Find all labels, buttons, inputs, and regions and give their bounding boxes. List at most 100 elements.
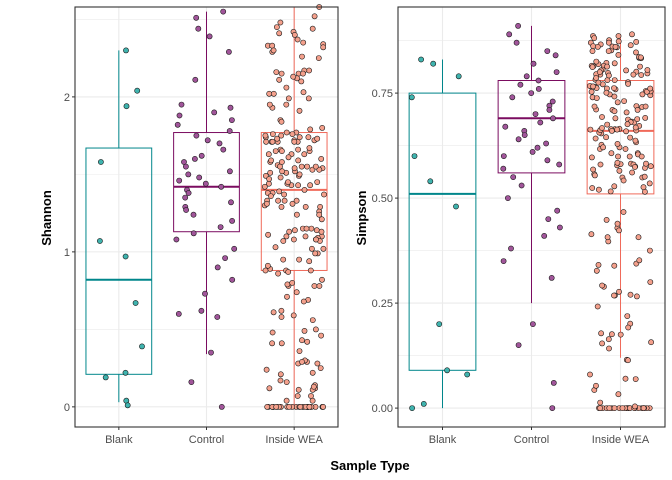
box-inside-wea xyxy=(586,80,655,195)
data-point xyxy=(283,129,290,136)
data-point xyxy=(278,314,285,320)
data-point xyxy=(642,115,649,121)
data-point xyxy=(306,145,313,151)
data-point xyxy=(557,224,563,231)
data-point xyxy=(588,88,595,95)
data-point xyxy=(611,108,618,115)
data-point xyxy=(182,194,189,201)
data-point xyxy=(642,103,649,110)
data-point xyxy=(176,177,183,184)
data-point xyxy=(611,405,618,411)
data-point xyxy=(290,236,297,243)
data-point xyxy=(320,403,326,410)
simpson-panel: 0.00 0.25 0.50 0.75 Blank Control Inside WEA xyxy=(372,6,666,446)
data-point xyxy=(283,101,290,108)
data-point xyxy=(517,81,524,88)
data-point xyxy=(291,32,298,38)
data-point xyxy=(608,150,615,157)
data-point xyxy=(284,293,290,300)
data-point xyxy=(622,375,629,382)
data-point xyxy=(615,33,622,39)
data-point xyxy=(296,256,302,263)
data-point xyxy=(298,78,305,85)
data-point xyxy=(182,163,189,170)
data-point xyxy=(616,288,622,295)
data-point xyxy=(285,269,292,275)
data-point xyxy=(216,140,223,147)
data-point xyxy=(308,245,315,252)
data-point xyxy=(277,19,284,26)
data-point xyxy=(515,136,522,143)
data-point xyxy=(537,119,544,126)
data-point xyxy=(176,112,183,119)
data-point xyxy=(638,153,645,160)
data-point xyxy=(204,137,211,144)
data-point xyxy=(306,67,312,74)
data-point xyxy=(623,128,629,135)
data-point xyxy=(647,85,654,92)
data-point xyxy=(220,8,227,15)
data-point xyxy=(275,270,281,277)
data-point xyxy=(611,85,617,91)
data-point xyxy=(314,135,321,142)
data-point xyxy=(220,146,227,153)
data-point xyxy=(278,203,285,210)
data-point xyxy=(98,159,104,165)
data-point xyxy=(500,153,507,159)
data-point xyxy=(639,91,646,98)
data-point xyxy=(122,253,129,260)
data-point xyxy=(552,52,559,59)
data-point xyxy=(455,73,462,80)
data-point xyxy=(266,385,273,392)
data-point xyxy=(420,400,427,407)
data-point xyxy=(629,169,635,176)
data-point xyxy=(307,267,314,274)
data-point xyxy=(272,244,279,251)
data-point xyxy=(214,314,221,320)
data-point xyxy=(278,307,285,314)
data-point xyxy=(589,48,596,54)
y-tick-label: 0 xyxy=(64,402,70,414)
data-point xyxy=(296,134,303,141)
data-point xyxy=(620,177,627,184)
data-point xyxy=(611,93,618,100)
data-point xyxy=(289,131,296,137)
data-point xyxy=(202,180,209,187)
data-point xyxy=(195,25,202,32)
data-point xyxy=(535,86,542,92)
shannon-panel: 0 1 2 Blank Control Inside WEA xyxy=(64,4,339,446)
data-point xyxy=(264,403,271,410)
data-point xyxy=(614,220,621,227)
data-point xyxy=(597,399,604,406)
data-point xyxy=(269,42,276,49)
data-point xyxy=(295,146,301,153)
data-point xyxy=(278,340,285,347)
data-point xyxy=(309,369,316,376)
data-point xyxy=(278,159,285,165)
data-point xyxy=(611,292,617,299)
data-point xyxy=(312,163,319,170)
data-point xyxy=(554,207,561,214)
data-point xyxy=(312,326,319,333)
box-control xyxy=(497,80,566,174)
data-point xyxy=(632,376,639,382)
data-point xyxy=(616,167,623,174)
data-point xyxy=(640,184,647,191)
data-point xyxy=(318,155,325,162)
data-point xyxy=(634,293,640,300)
data-point xyxy=(276,76,283,83)
data-point xyxy=(600,144,606,151)
data-point xyxy=(314,360,321,367)
data-point xyxy=(593,382,599,389)
data-point xyxy=(267,169,274,176)
data-point xyxy=(318,228,325,235)
data-point xyxy=(623,109,630,116)
data-point xyxy=(269,340,275,347)
data-point xyxy=(593,75,599,81)
data-point xyxy=(269,131,276,137)
data-point xyxy=(590,166,596,173)
data-point xyxy=(624,121,631,128)
data-point xyxy=(633,39,640,45)
data-point xyxy=(607,188,614,195)
